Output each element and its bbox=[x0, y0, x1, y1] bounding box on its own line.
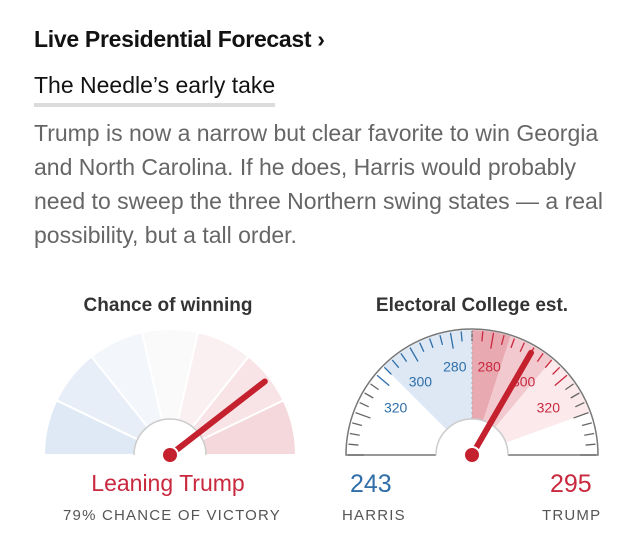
chance-needle bbox=[167, 378, 268, 458]
ev-tick bbox=[570, 392, 580, 399]
harris-ev-value: 243 bbox=[350, 470, 392, 498]
chance-caption: 79% CHANCE OF VICTORY bbox=[62, 507, 282, 524]
ev-tick bbox=[419, 342, 425, 352]
ev-tick bbox=[565, 383, 574, 391]
ev-tick-label-harris: 320 bbox=[384, 399, 408, 415]
chance-gauge-title: Chance of winning bbox=[83, 295, 253, 316]
ev-tick-label-harris: 300 bbox=[409, 373, 433, 389]
chevron-right-icon: › bbox=[317, 26, 325, 52]
trump-label: TRUMP bbox=[542, 507, 602, 524]
ev-tick bbox=[359, 402, 369, 408]
ev-tick bbox=[460, 331, 463, 342]
ev-gauge-title: Electoral College est. bbox=[375, 295, 569, 316]
ev-tick bbox=[352, 422, 363, 427]
ev-tick bbox=[500, 335, 505, 346]
ev-tick bbox=[585, 443, 596, 446]
ev-tick bbox=[348, 443, 359, 446]
ev-tick bbox=[355, 411, 371, 419]
ev-needle-pivot bbox=[463, 446, 481, 464]
ev-tick-label-harris: 280 bbox=[443, 359, 467, 375]
trump-zone-light bbox=[495, 359, 590, 443]
ev-tick bbox=[519, 342, 525, 352]
ev-tick bbox=[409, 347, 419, 362]
ev-tick bbox=[536, 353, 544, 362]
ev-tick bbox=[573, 411, 589, 419]
ev-tick bbox=[552, 366, 561, 375]
forecast-title: Live Presidential Forecast bbox=[34, 26, 312, 52]
ev-tick bbox=[554, 374, 568, 387]
trump-zone-strong bbox=[472, 330, 511, 421]
ev-needle bbox=[469, 349, 534, 458]
trump-ev-value: 295 bbox=[550, 470, 592, 498]
ev-tick bbox=[400, 353, 408, 362]
ev-tick bbox=[370, 383, 379, 391]
forecast-summary: Trump is now a narrow but clear favorite… bbox=[34, 120, 603, 248]
ev-tick bbox=[584, 432, 595, 436]
ev-tick bbox=[544, 359, 553, 369]
ev-tick bbox=[439, 335, 444, 346]
ev-gauge-hub-outline bbox=[435, 418, 509, 456]
ev-tick bbox=[481, 331, 484, 342]
chance-gauge-hub-area bbox=[134, 419, 206, 465]
ev-tick bbox=[581, 422, 592, 427]
ev-tick bbox=[383, 366, 392, 375]
forecast-header-link[interactable]: Live Presidential Forecast › bbox=[34, 26, 325, 53]
ev-tick-label-trump: 280 bbox=[477, 359, 501, 375]
chance-gauge-hub-outline bbox=[133, 418, 207, 456]
ev-tick bbox=[349, 432, 360, 436]
ev-tick bbox=[575, 402, 585, 408]
ev-tick bbox=[428, 338, 434, 349]
ev-tick bbox=[376, 374, 390, 387]
ev-tick bbox=[364, 392, 374, 399]
harris-label: HARRIS bbox=[342, 507, 406, 524]
subhead: The Needle’s early take bbox=[34, 72, 276, 107]
ev-gauge-hub-area bbox=[436, 419, 508, 465]
chance-gauge bbox=[42, 328, 298, 465]
ev-tick bbox=[510, 338, 516, 349]
chance-needle-pivot bbox=[161, 446, 179, 464]
ev-tick-label-trump: 320 bbox=[537, 399, 561, 415]
ev-tick bbox=[490, 332, 495, 349]
ev-tick bbox=[449, 332, 454, 349]
harris-zone bbox=[383, 330, 472, 430]
ev-tick bbox=[391, 359, 400, 369]
chance-verdict: Leaning Trump bbox=[91, 470, 245, 496]
